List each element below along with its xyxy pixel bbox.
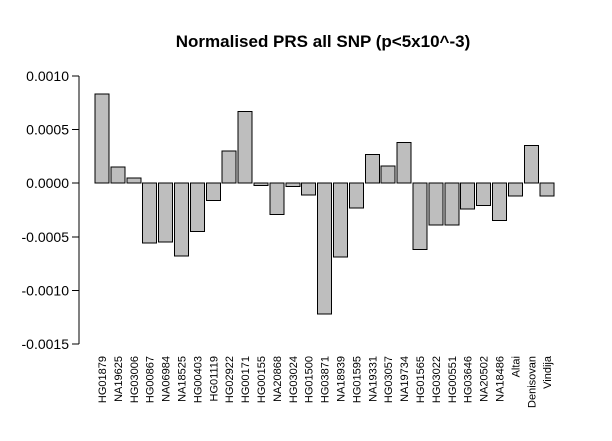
y-tick-label: -0.0015 (22, 336, 70, 352)
x-category-label: NA19331 (367, 356, 379, 402)
bar-na19331 (364, 153, 380, 184)
bar-hg00551 (444, 182, 460, 226)
x-category-label: HG03024 (288, 356, 300, 403)
x-category-label: NA19625 (113, 356, 125, 402)
bar-hg00171 (237, 110, 253, 184)
x-category-label: HG03057 (383, 356, 395, 403)
x-category-label: HG00155 (256, 356, 268, 403)
x-axis-labels: HG01879 NA19625 HG03006 HG00867 NA06984 NA185… (97, 355, 554, 408)
bar-na19625 (110, 166, 126, 184)
x-category-label: HG01595 (351, 356, 363, 403)
x-category-label: HG01119 (208, 356, 220, 401)
x-category-label: HG03006 (129, 356, 141, 403)
x-category-label: NA20502 (479, 356, 491, 402)
bar-hg02922 (221, 150, 237, 184)
y-tick-label: 0.0010 (26, 68, 69, 84)
x-category-label: HG01500 (304, 356, 316, 403)
bar-vindija (539, 182, 555, 197)
x-category-label: HG00171 (240, 356, 252, 403)
y-tick-label: -0.0005 (22, 229, 70, 245)
bar-na06984 (158, 182, 174, 243)
bar-hg01595 (348, 182, 364, 209)
bar-hg03022 (428, 182, 444, 226)
bar-denisovan (523, 145, 539, 184)
x-category-label: NA20868 (272, 356, 284, 402)
bar-hg03646 (460, 182, 476, 210)
x-category-label: HG02922 (224, 356, 236, 403)
bar-hg00403 (189, 182, 205, 232)
y-tick-label: 0.0000 (26, 175, 69, 191)
bars (94, 93, 555, 315)
bar-hg03057 (380, 165, 396, 184)
x-category-label: NA18525 (177, 356, 189, 402)
bar-hg00867 (142, 182, 158, 244)
x-category-label: HG03022 (431, 356, 443, 403)
x-category-label: NA18939 (336, 356, 348, 402)
x-category-label: NA06984 (161, 356, 173, 402)
x-category-label: NA18486 (495, 356, 507, 402)
x-category-label: Vindija (542, 355, 554, 389)
bar-hg03024 (285, 182, 301, 187)
x-category-label: NA19734 (399, 356, 411, 402)
x-category-label: Denisovan (526, 356, 538, 408)
bar-na19734 (396, 141, 412, 184)
bar-hg00155 (253, 182, 269, 186)
x-category-label: HG03646 (463, 356, 475, 403)
x-category-label: Altai (510, 356, 522, 377)
y-tick-label: -0.0010 (22, 282, 70, 298)
bar-hg01879 (94, 93, 110, 184)
bar-altai (507, 182, 523, 197)
bar-hg03006 (126, 177, 142, 184)
bar-hg01119 (205, 182, 221, 201)
bar-hg03871 (317, 182, 333, 315)
y-axis: 0.0010 0.0005 0.0000 -0.0005 -0.0010 -0.0015 (22, 68, 80, 352)
x-category-label: HG03871 (320, 356, 332, 403)
bar-hg01565 (412, 182, 428, 251)
bar-na18939 (333, 182, 348, 258)
x-category-label: HG00867 (145, 356, 157, 403)
bar-hg01500 (301, 182, 317, 196)
bar-na20502 (476, 182, 492, 207)
y-tick-label: 0.0005 (26, 122, 69, 138)
bar-na18486 (492, 182, 507, 222)
x-category-label: HG00551 (447, 356, 459, 403)
x-category-label: HG01565 (415, 356, 427, 403)
bar-na18525 (174, 182, 189, 257)
bar-na20868 (269, 182, 285, 215)
chart-title: Normalised PRS all SNP (p<5x10^-3) (176, 32, 470, 51)
x-category-label: HG00403 (192, 356, 204, 403)
x-category-label: HG01879 (97, 356, 109, 403)
